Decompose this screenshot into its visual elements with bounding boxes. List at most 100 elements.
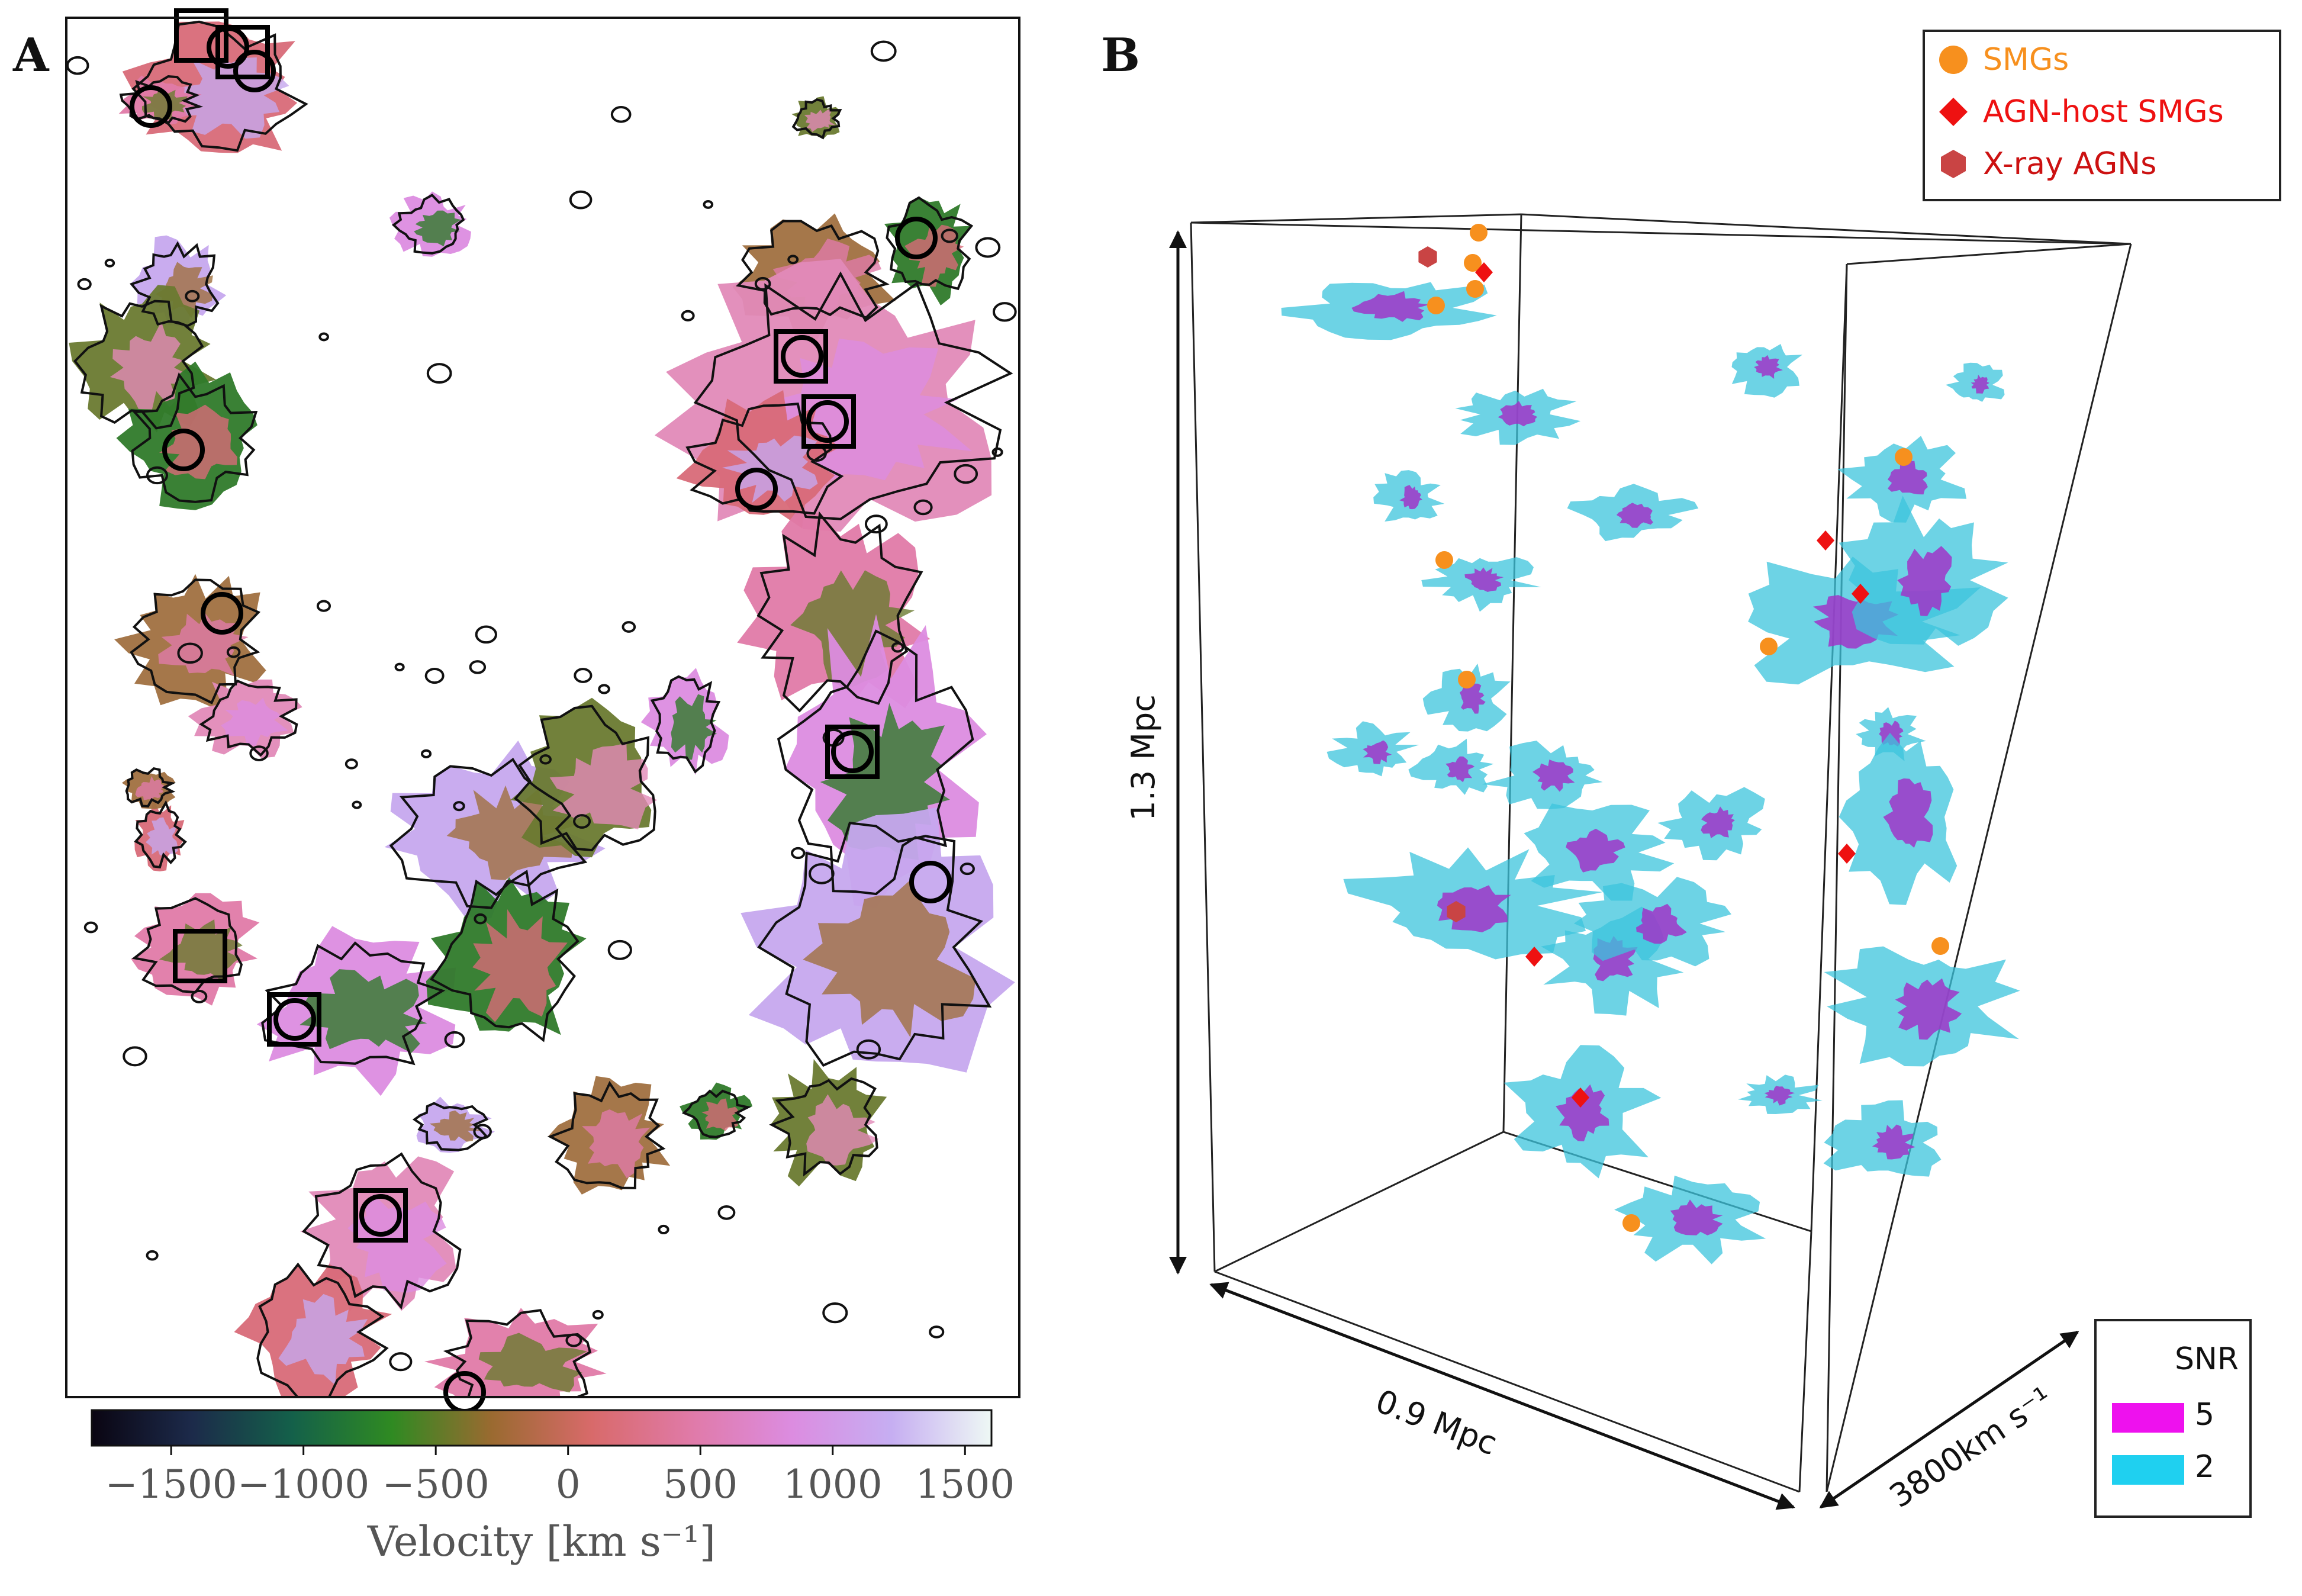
source-circle-marker <box>735 468 778 510</box>
velocity-blob-inner <box>347 1194 447 1293</box>
noise-contour <box>394 662 405 672</box>
snr5-isosurface <box>1754 355 1783 379</box>
colorbar-ticks: −1500 −1000 −500 0 500 1000 1500 <box>105 1446 1015 1507</box>
agn-host-smg-marker <box>1852 584 1869 604</box>
width-label: 0.9 Mpc <box>1371 1382 1502 1462</box>
velocity-blob-inner <box>804 110 836 132</box>
noise-contour <box>469 660 487 674</box>
velocity-blob-inner <box>110 321 195 414</box>
snr-label-5: 5 <box>2195 1397 2215 1433</box>
snr5-isosurface <box>1897 546 1952 616</box>
snr5-isosurface <box>1566 828 1625 873</box>
noise-contour <box>123 1046 147 1067</box>
contour-line <box>199 679 298 757</box>
velocity-blob-inner <box>472 909 568 1022</box>
velocity-blob-inner <box>278 1293 368 1385</box>
snr5-isosurface <box>1636 903 1687 944</box>
colorbar-tick-label: −1000 <box>237 1462 369 1507</box>
velocity-colorbar <box>91 1409 993 1447</box>
noise-contour <box>83 921 98 934</box>
smg-marker <box>1622 1214 1640 1232</box>
noise-contour <box>226 646 241 658</box>
noise-contour <box>539 754 552 765</box>
legend-label-xray-agns: X-ray AGNs <box>1983 146 2157 182</box>
velocity-blob-inner <box>135 776 165 800</box>
agn-host-smg-marker <box>1525 947 1543 967</box>
noise-contour <box>975 237 1001 258</box>
velocity-blob-inner <box>701 1098 739 1131</box>
noise-contour <box>592 1309 604 1320</box>
contour-line <box>443 1309 592 1397</box>
smg-marker <box>1458 671 1476 688</box>
velocity-blob-inner <box>671 694 717 760</box>
noise-contour <box>424 667 445 684</box>
source-circle-marker <box>130 85 172 128</box>
velocity-blob-inner <box>904 224 964 287</box>
panel-b-label: B <box>1101 28 1140 82</box>
legend-label-agn-host-smgs: AGN-host SMGs <box>1983 94 2224 130</box>
noise-contour <box>345 758 358 770</box>
noise-contour <box>318 332 329 342</box>
noise-contour <box>475 625 497 644</box>
depth-arrow <box>1819 1330 2079 1509</box>
source-square-marker <box>174 8 228 63</box>
source-circle-marker <box>201 592 243 635</box>
source-square-marker <box>215 25 270 79</box>
noise-contour <box>791 847 806 860</box>
noise-contour <box>185 289 200 303</box>
contour-line <box>119 75 204 126</box>
noise-contour <box>473 1124 492 1140</box>
width-arrow <box>1209 1282 1795 1510</box>
contour-line <box>791 98 842 140</box>
source-square-marker <box>353 1188 408 1243</box>
noise-contour <box>389 1352 413 1372</box>
snr5-isosurface <box>1895 978 1962 1040</box>
hexagon-icon <box>1937 147 1970 181</box>
smg-marker <box>1435 551 1453 569</box>
noise-contour <box>316 600 331 612</box>
source-circle-marker <box>273 998 316 1041</box>
snr2-isosurface <box>1946 362 2005 402</box>
noise-contour <box>703 199 714 209</box>
source-circle-marker <box>895 217 938 259</box>
source-circle-marker <box>806 400 849 443</box>
source-square-marker <box>801 394 856 449</box>
legend-item-smgs: SMGs <box>1937 39 2069 81</box>
height-label: 1.3 Mpc <box>1125 694 1162 821</box>
contour-line <box>757 822 992 1067</box>
source-circle-marker <box>781 335 823 378</box>
colorbar-tick-label: −1500 <box>105 1462 237 1507</box>
velocity-blob-inner <box>478 1333 588 1393</box>
snr5-isosurface <box>1556 1084 1609 1141</box>
contour-line <box>125 767 176 808</box>
noise-contour <box>717 1205 736 1220</box>
velocity-blob-inner <box>142 86 188 120</box>
colorbar-tick-label: 1500 <box>915 1462 1015 1507</box>
noise-contour <box>474 913 487 925</box>
noise-contour <box>787 255 799 265</box>
snr-contours <box>66 20 1017 1397</box>
velocity-blob-inner <box>300 969 427 1053</box>
snr5-isosurface <box>1887 461 1928 495</box>
contour-line <box>693 271 1013 520</box>
noise-contour <box>420 749 432 758</box>
map-frame <box>65 17 1020 1398</box>
noise-contour <box>444 1031 465 1048</box>
source-circle-marker <box>162 429 205 471</box>
contour-line <box>389 758 588 909</box>
velocity-blob-inner <box>221 697 289 746</box>
snr5-isosurface <box>1883 778 1933 848</box>
colorbar-tick-label: 0 <box>556 1462 581 1507</box>
snr5-isosurface <box>1363 740 1392 764</box>
noise-contour <box>352 800 362 809</box>
xray-agn-marker <box>1418 246 1437 268</box>
source-circle-marker <box>359 1194 402 1237</box>
diamond-icon <box>1937 95 1970 128</box>
panel-a-velocity-map: −1500 −1000 −500 0 500 1000 1500 Velocity [km … <box>65 8 1020 1566</box>
velocity-blob-inner <box>582 1109 651 1179</box>
contour-line <box>547 1080 666 1189</box>
noise-contour <box>249 745 269 761</box>
velocity-blob-inner <box>446 785 579 880</box>
source-square-marker <box>825 725 880 779</box>
